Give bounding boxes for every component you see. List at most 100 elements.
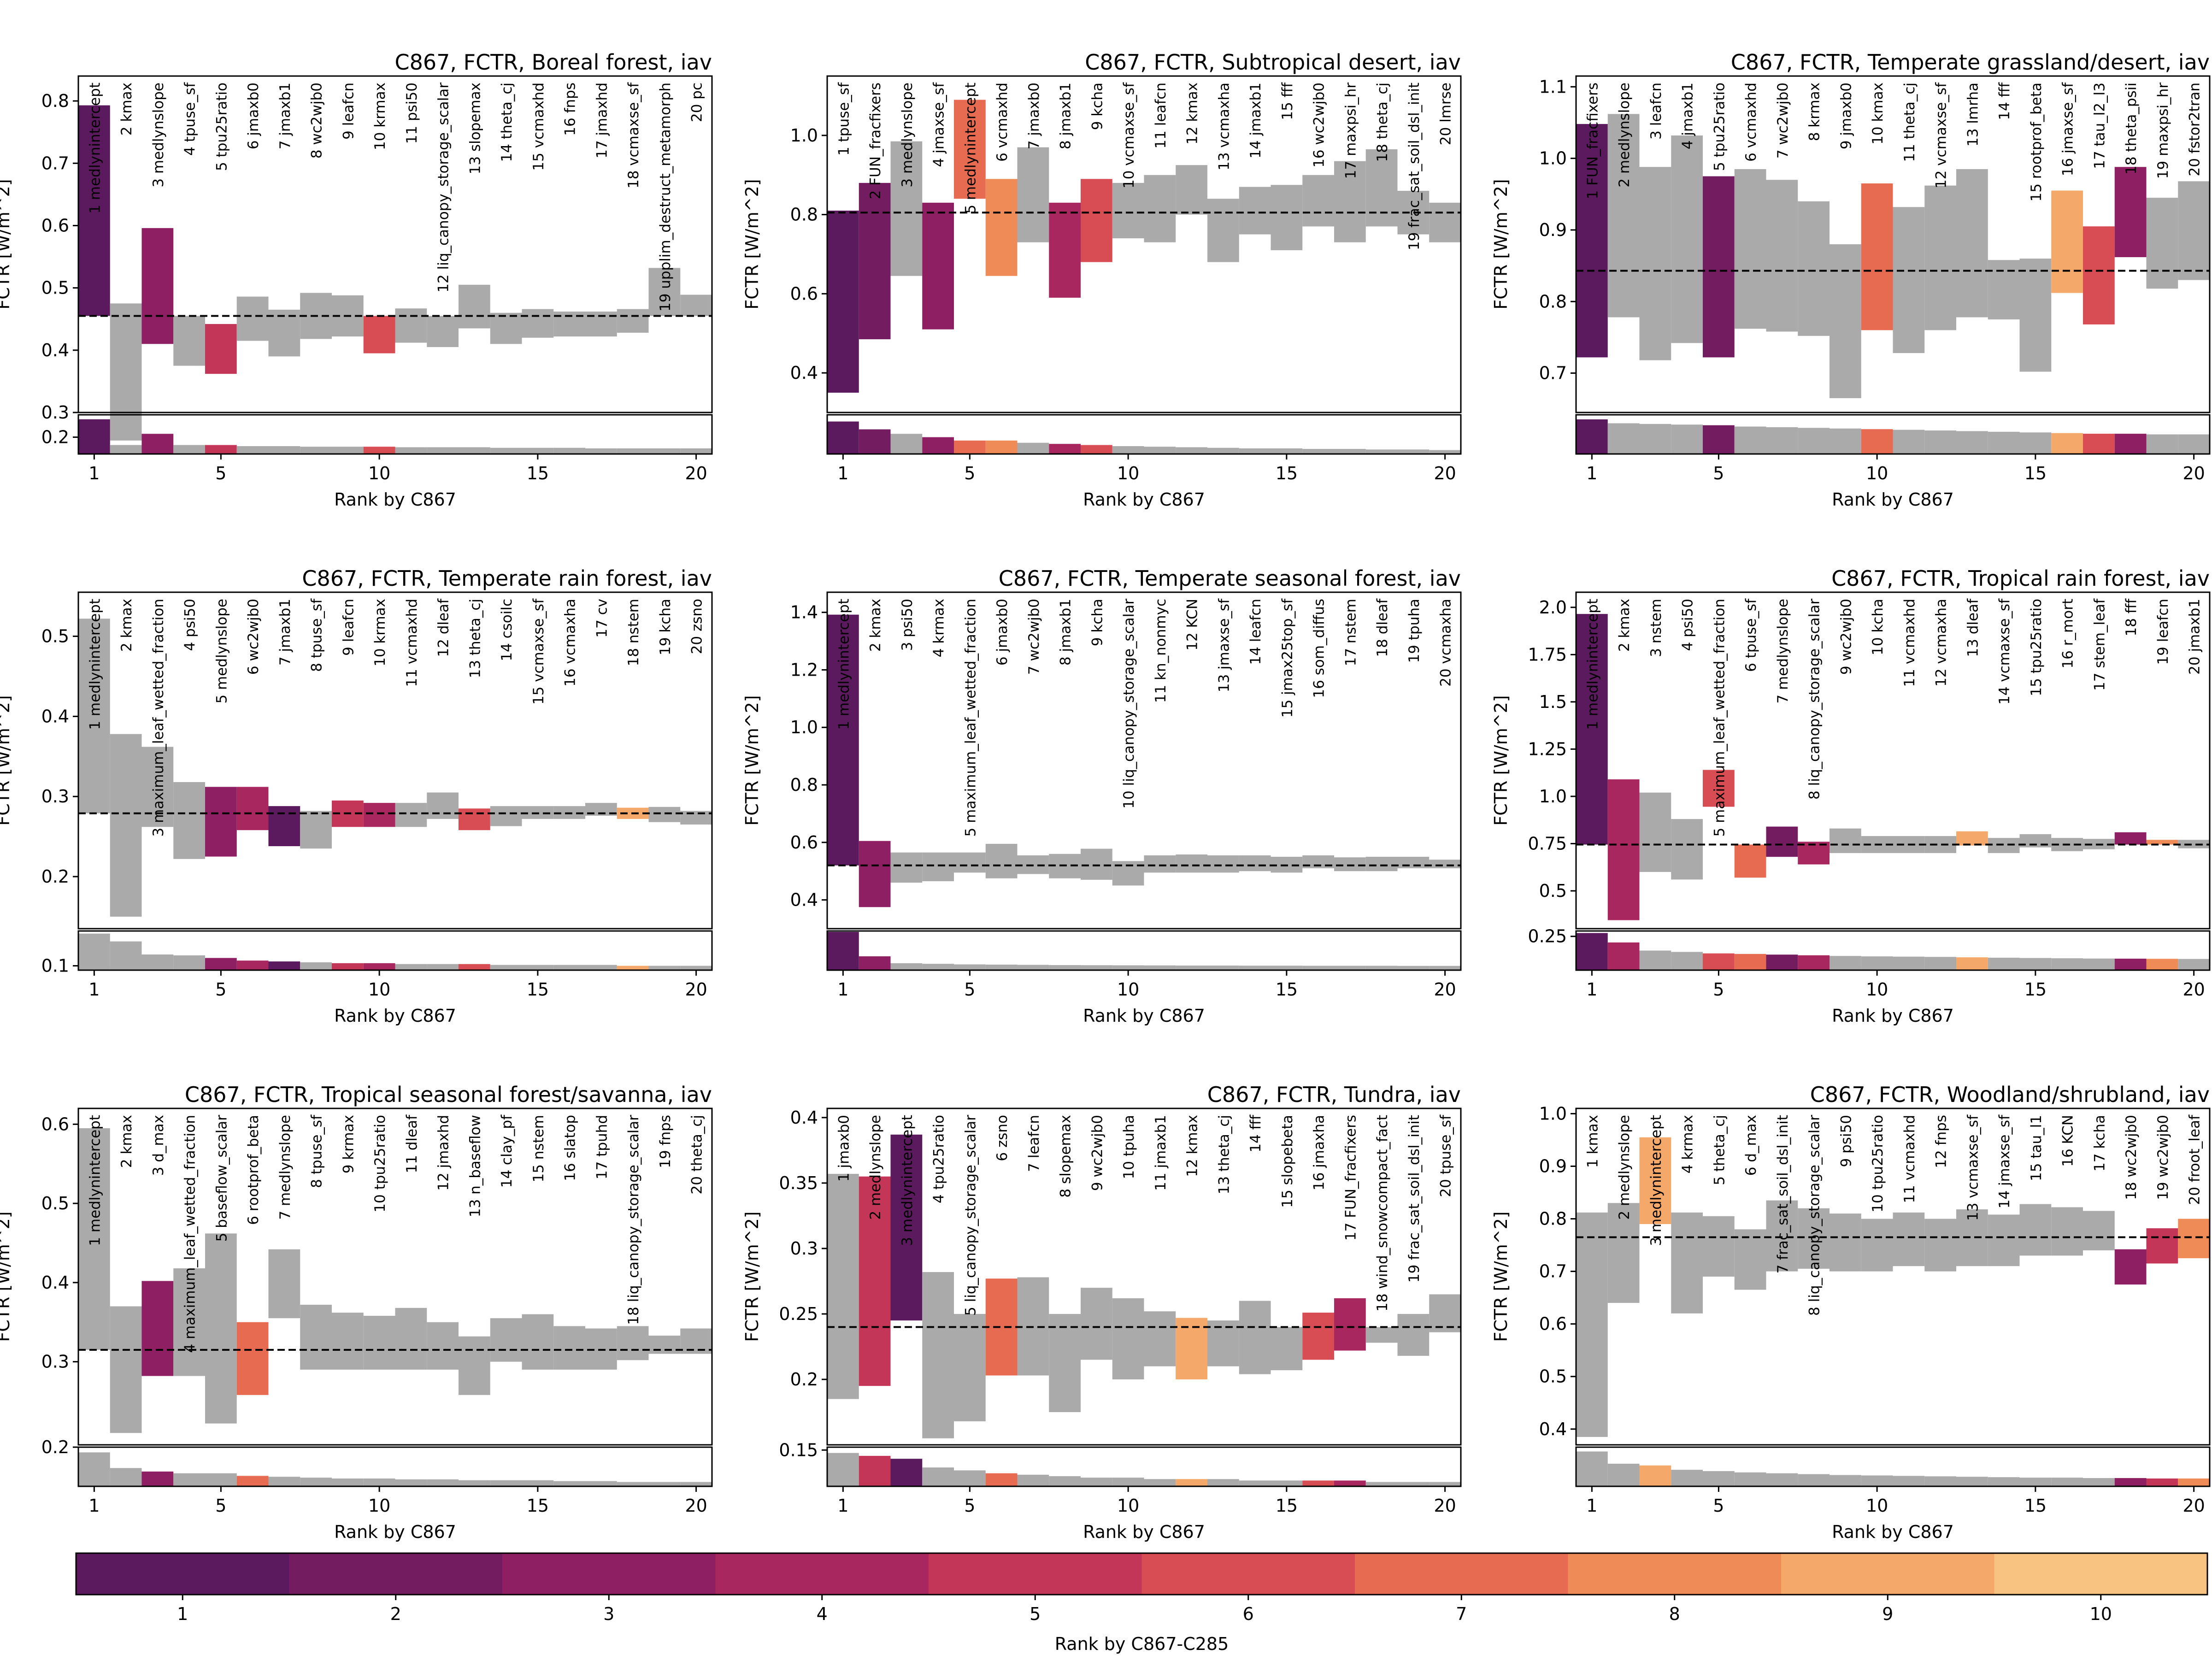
importance-bar [1271,448,1303,454]
parameter-label: 5 tpu25ratio [1711,82,1728,171]
parameter-label: 9 leafcn [340,82,357,140]
bar [1017,147,1049,242]
importance-bar [332,447,364,454]
colorbar-swatch [76,1553,289,1595]
importance-bar [490,1480,522,1486]
parameter-label: 16 vcmaxha [562,599,579,687]
bar [110,1306,142,1433]
bar [1734,169,1766,329]
parameter-label: 6 tpuse_sf [1743,598,1759,672]
importance-bar [1112,446,1144,454]
importance-bar [2083,958,2115,970]
bar [1302,175,1334,227]
importance-bar [268,961,300,970]
bar [1081,848,1112,880]
importance-bar [1924,957,1956,970]
bar [427,316,459,348]
importance-bar [954,440,986,454]
importance-bar [1049,1476,1081,1486]
bar [1671,135,1703,343]
bar [268,309,300,357]
bar [1798,842,1830,865]
parameter-label: 16 fnps [562,82,579,136]
bar [827,1174,859,1399]
bar [459,1336,490,1395]
y-tick-label: 0.25 [779,1304,818,1324]
bar [2178,1219,2210,1259]
importance-bar [363,447,395,454]
parameter-label: 7 medlynslope [277,1115,294,1220]
bar [395,308,427,343]
bar [490,1318,522,1362]
importance-bar [1671,952,1703,970]
y-axis-label: FCTR [W/m^2] [742,179,762,309]
panel-title: C867, FCTR, Temperate seasonal forest, i… [999,566,1461,591]
bar [1365,857,1398,872]
colorbar-tick-label: 5 [1030,1604,1041,1624]
bar [1798,1208,1830,1269]
bar [1576,614,1608,845]
x-tick-label: 20 [1434,463,1456,483]
x-tick-label: 10 [368,979,390,1000]
importance-bar [363,963,395,970]
bar [1049,1313,1081,1412]
x-tick-label: 20 [2183,1496,2205,1516]
importance-bar [363,1478,395,1486]
bottom-axes-frame [1575,414,2211,455]
y-tick-label: 1.0 [790,717,818,737]
parameter-label: 9 jmaxb0 [1838,82,1854,149]
x-tick-label: 10 [1866,463,1888,483]
bottom-axes-frame [77,930,713,971]
y-tick-label: 0.3 [41,786,69,807]
importance-bar [1049,444,1081,454]
bottom-axes-frame [826,930,1462,971]
parameter-label: 14 jmaxse_sf [1996,1114,2013,1208]
importance-bar [1207,448,1239,454]
importance-bar [2114,959,2147,970]
parameter-label: 1 tpuse_sf [835,82,852,156]
y-tick-label: 0.7 [41,153,69,173]
importance-bar [2146,1478,2178,1486]
x-tick-label: 20 [685,463,707,483]
importance-bar [680,1482,712,1486]
parameter-label: 4 krmax [1680,1115,1696,1173]
parameter-label: 16 slatop [562,1115,579,1181]
bar [1988,260,2020,320]
parameter-label: 2 kmax [1616,599,1633,652]
x-tick-label: 1 [837,979,848,1000]
importance-bar [2019,958,2052,970]
importance-bar [427,964,459,970]
importance-bar [890,963,923,970]
x-tick-label: 1 [88,979,100,1000]
colorbar-tick-label: 4 [817,1604,828,1624]
bar [1302,855,1334,868]
parameter-label: 10 kcha [1870,599,1886,655]
bar [78,105,110,316]
importance-bar [1766,954,1798,970]
x-tick-label: 5 [215,1496,226,1516]
bar [173,316,205,366]
importance-bar [680,966,712,970]
parameter-label: 11 psi50 [404,82,420,144]
colorbar-tick-label: 10 [2090,1604,2112,1624]
x-tick-label: 10 [368,463,390,483]
parameter-label: 20 tpuse_sf [1438,1114,1454,1197]
parameter-label: 19 frac_sat_soil_dsl_init [1406,1115,1423,1283]
importance-bar [1830,428,1861,454]
bar [859,183,891,340]
importance-bar [1365,966,1398,970]
importance-bar [1576,1451,1608,1486]
importance-bar [1397,1482,1430,1486]
x-axis-label: Rank by C867 [1083,1522,1205,1542]
x-tick-label: 5 [964,463,975,483]
bar [1365,1327,1398,1343]
parameter-label: 3 d_max [150,1115,167,1176]
parameter-label: 18 wc2wjb0 [2123,1115,2140,1200]
importance-bar [1017,442,1049,454]
bar [2083,1211,2115,1250]
bar [2146,840,2178,845]
parameter-label: 12 dleaf [435,598,452,657]
parameter-label: 14 csoilc [499,599,515,661]
bar [2114,832,2147,845]
parameter-label: 4 tpuse_sf [182,82,199,156]
